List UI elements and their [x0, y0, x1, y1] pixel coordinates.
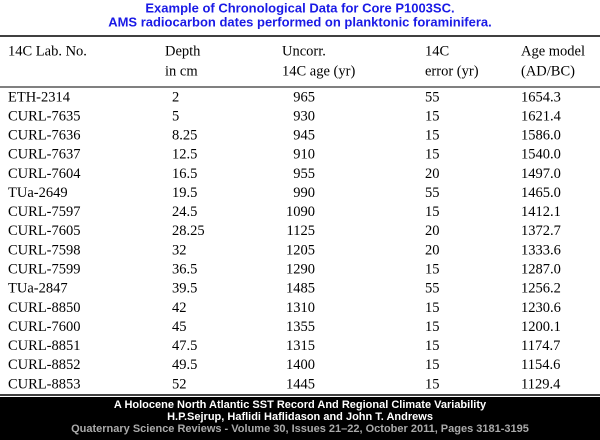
cell: 1310: [286, 300, 315, 316]
cell: 1465.0: [521, 185, 561, 201]
cell: 1412.1: [521, 204, 561, 220]
cell: 12.5: [172, 147, 197, 163]
cell: 36.5: [172, 261, 197, 277]
cell: 15: [425, 147, 440, 163]
cell: CURL-7605: [8, 223, 81, 239]
footer-line: A Holocene North Atlantic SST Record And…: [114, 399, 487, 411]
cell: 45: [172, 319, 187, 335]
cell: 15: [425, 338, 440, 354]
cell: 1372.7: [521, 223, 561, 239]
cell: CURL-7636: [8, 128, 81, 144]
column-header: 14C: [425, 43, 449, 59]
cell: ETH-2314: [8, 89, 71, 105]
cell: CURL-8852: [8, 357, 81, 373]
cell: 32: [172, 242, 187, 258]
cell: CURL-8853: [8, 376, 81, 392]
footer-line: Quaternary Science Reviews - Volume 30, …: [71, 423, 529, 435]
cell: 15: [425, 108, 440, 124]
title: Example of Chronological Data for Core P…: [145, 0, 454, 15]
cell: 55: [425, 281, 440, 297]
cell: 1445: [286, 376, 315, 392]
cell: 15: [425, 300, 440, 316]
cell: 42: [172, 300, 187, 316]
cell: TUa-2847: [8, 281, 68, 297]
cell: 1315: [286, 338, 315, 354]
cell: 20: [425, 242, 440, 258]
cell: 49.5: [172, 357, 197, 373]
cell: 910: [293, 147, 315, 163]
cell: 19.5: [172, 185, 197, 201]
cell: 955: [293, 166, 315, 182]
column-header: 14C Lab. No.: [8, 43, 87, 59]
cell: 1200.1: [521, 319, 561, 335]
column-header: Depth: [165, 43, 201, 59]
cell: 20: [425, 166, 440, 182]
cell: 15: [425, 261, 440, 277]
cell: 1090: [286, 204, 315, 220]
column-header: error (yr): [425, 63, 479, 79]
column-header: Age model: [521, 43, 585, 59]
cell: 1174.7: [521, 338, 560, 354]
cell: 16.5: [172, 166, 197, 182]
cell: 15: [425, 376, 440, 392]
cell: 47.5: [172, 338, 197, 354]
cell: 1400: [286, 357, 315, 373]
cell: CURL-8851: [8, 338, 81, 354]
cell: 1497.0: [521, 166, 561, 182]
cell: 1290: [286, 261, 315, 277]
cell: CURL-7599: [8, 261, 81, 277]
footer-line: H.P.Sejrup, Haflidi Haflidason and John …: [167, 411, 433, 423]
cell: 1485: [286, 281, 315, 297]
cell: TUa-2649: [8, 185, 68, 201]
cell: CURL-7637: [8, 147, 81, 163]
cell: 28.25: [172, 223, 205, 239]
cell: 15: [425, 357, 440, 373]
column-header: (AD/BC): [521, 63, 575, 79]
cell: 1129.4: [521, 376, 561, 392]
cell: 15: [425, 204, 440, 220]
cell: 15: [425, 128, 440, 144]
cell: 24.5: [172, 204, 197, 220]
cell: CURL-8850: [8, 300, 81, 316]
cell: 1125: [287, 223, 315, 239]
cell: 1586.0: [521, 128, 561, 144]
column-header: in cm: [165, 63, 198, 79]
cell: 1355: [286, 319, 315, 335]
cell: 1256.2: [521, 281, 561, 297]
column-header: 14C age (yr): [282, 63, 355, 79]
cell: 965: [293, 89, 315, 105]
footer-band: [0, 397, 600, 440]
cell: 1230.6: [521, 300, 561, 316]
cell: 15: [425, 319, 440, 335]
cell: 20: [425, 223, 440, 239]
cell: 1205: [286, 242, 315, 258]
cell: 1540.0: [521, 147, 561, 163]
cell: 1287.0: [521, 261, 561, 277]
cell: 39.5: [172, 281, 197, 297]
cell: 55: [425, 185, 440, 201]
cell: 2: [172, 89, 179, 105]
cell: CURL-7598: [8, 242, 81, 258]
cell: 55: [425, 89, 440, 105]
cell: 1654.3: [521, 89, 561, 105]
title: AMS radiocarbon dates performed on plank…: [108, 14, 492, 29]
cell: CURL-7600: [8, 319, 81, 335]
cell: 5: [172, 108, 179, 124]
cell: 8.25: [172, 128, 197, 144]
cell: 930: [293, 108, 315, 124]
cell: 945: [293, 128, 315, 144]
cell: CURL-7604: [8, 166, 81, 182]
cell: 1333.6: [521, 242, 561, 258]
cell: 52: [172, 376, 187, 392]
cell: 1154.6: [521, 357, 560, 373]
cell: CURL-7635: [8, 108, 81, 124]
cell: 990: [293, 185, 315, 201]
cell: 1621.4: [521, 108, 562, 124]
cell: CURL-7597: [8, 204, 81, 220]
column-header: Uncorr.: [282, 43, 326, 59]
